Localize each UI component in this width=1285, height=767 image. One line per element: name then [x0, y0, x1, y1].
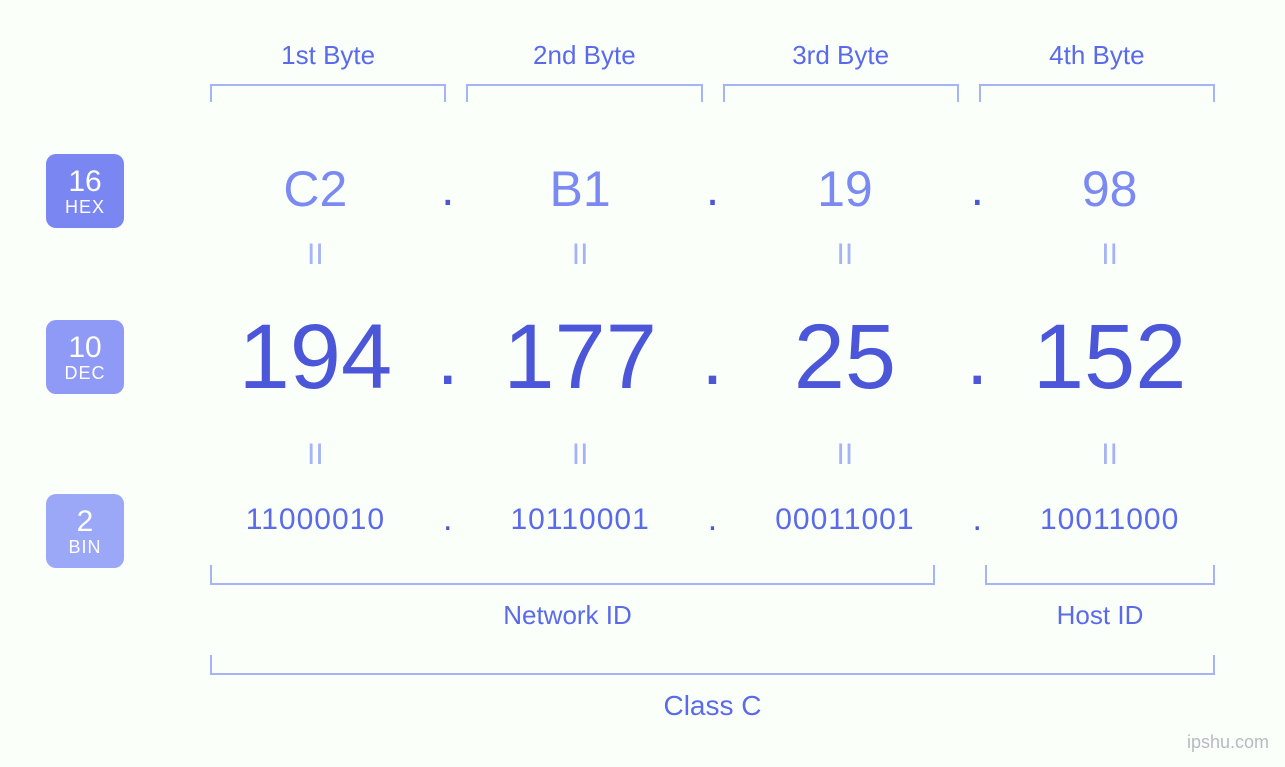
- dot-separator: .: [696, 162, 730, 217]
- bin-base-label: BIN: [68, 538, 101, 558]
- byte-label-3: 3rd Byte: [713, 40, 969, 71]
- equals-icon: II: [994, 238, 1225, 272]
- bin-base-number: 2: [77, 505, 94, 538]
- id-brackets: [200, 565, 1225, 585]
- dot-separator: .: [960, 500, 994, 539]
- equals-icon: II: [465, 438, 696, 472]
- dot-separator: .: [696, 312, 730, 403]
- equals-icon: II: [730, 438, 961, 472]
- network-id-bracket-icon: [210, 565, 935, 585]
- dot-separator: .: [960, 312, 994, 403]
- dec-base-badge: 10 DEC: [46, 320, 124, 394]
- byte-label-1: 1st Byte: [200, 40, 456, 71]
- hex-byte-4: 98: [994, 160, 1225, 218]
- hex-base-badge: 16 HEX: [46, 154, 124, 228]
- dot-separator: .: [431, 500, 465, 539]
- class-bracket-icon: [210, 655, 1215, 675]
- bracket-icon: [210, 84, 446, 102]
- class-label: Class C: [200, 690, 1225, 722]
- bin-base-badge: 2 BIN: [46, 494, 124, 568]
- hex-base-number: 16: [68, 165, 101, 198]
- class-bracket-wrap: [200, 655, 1225, 675]
- dec-row: 194 . 177 . 25 . 152: [200, 305, 1225, 410]
- dec-byte-4: 152: [994, 305, 1225, 410]
- equals-icon: II: [465, 238, 696, 272]
- dot-separator: .: [960, 162, 994, 217]
- dec-byte-3: 25: [730, 305, 961, 410]
- hex-byte-2: B1: [465, 160, 696, 218]
- dot-separator: .: [431, 312, 465, 403]
- dec-byte-1: 194: [200, 305, 431, 410]
- dec-byte-2: 177: [465, 305, 696, 410]
- host-id-bracket-icon: [985, 565, 1215, 585]
- hex-base-label: HEX: [65, 198, 105, 218]
- equals-row-bottom: II . II . II . II: [200, 438, 1225, 472]
- bin-row: 11000010 . 10110001 . 00011001 . 1001100…: [200, 500, 1225, 539]
- bracket-icon: [723, 84, 959, 102]
- hex-byte-3: 19: [730, 160, 961, 218]
- equals-icon: II: [730, 238, 961, 272]
- host-id-label: Host ID: [985, 600, 1215, 631]
- equals-row-top: II . II . II . II: [200, 238, 1225, 272]
- hex-byte-1: C2: [200, 160, 431, 218]
- dec-base-label: DEC: [64, 364, 105, 384]
- watermark: ipshu.com: [1187, 732, 1269, 753]
- dec-base-number: 10: [68, 331, 101, 364]
- bin-byte-4: 10011000: [994, 503, 1225, 537]
- byte-label-2: 2nd Byte: [456, 40, 712, 71]
- byte-label-4: 4th Byte: [969, 40, 1225, 71]
- bin-byte-2: 10110001: [465, 503, 696, 537]
- bracket-icon: [466, 84, 702, 102]
- bin-byte-3: 00011001: [730, 503, 961, 537]
- byte-labels-row: 1st Byte 2nd Byte 3rd Byte 4th Byte: [200, 40, 1225, 71]
- equals-icon: II: [200, 238, 431, 272]
- equals-icon: II: [200, 438, 431, 472]
- byte-brackets: [200, 84, 1225, 102]
- bracket-icon: [979, 84, 1215, 102]
- dot-separator: .: [431, 162, 465, 217]
- bin-byte-1: 11000010: [200, 503, 431, 537]
- dot-separator: .: [696, 500, 730, 539]
- equals-icon: II: [994, 438, 1225, 472]
- hex-row: C2 . B1 . 19 . 98: [200, 160, 1225, 218]
- network-id-label: Network ID: [200, 600, 935, 631]
